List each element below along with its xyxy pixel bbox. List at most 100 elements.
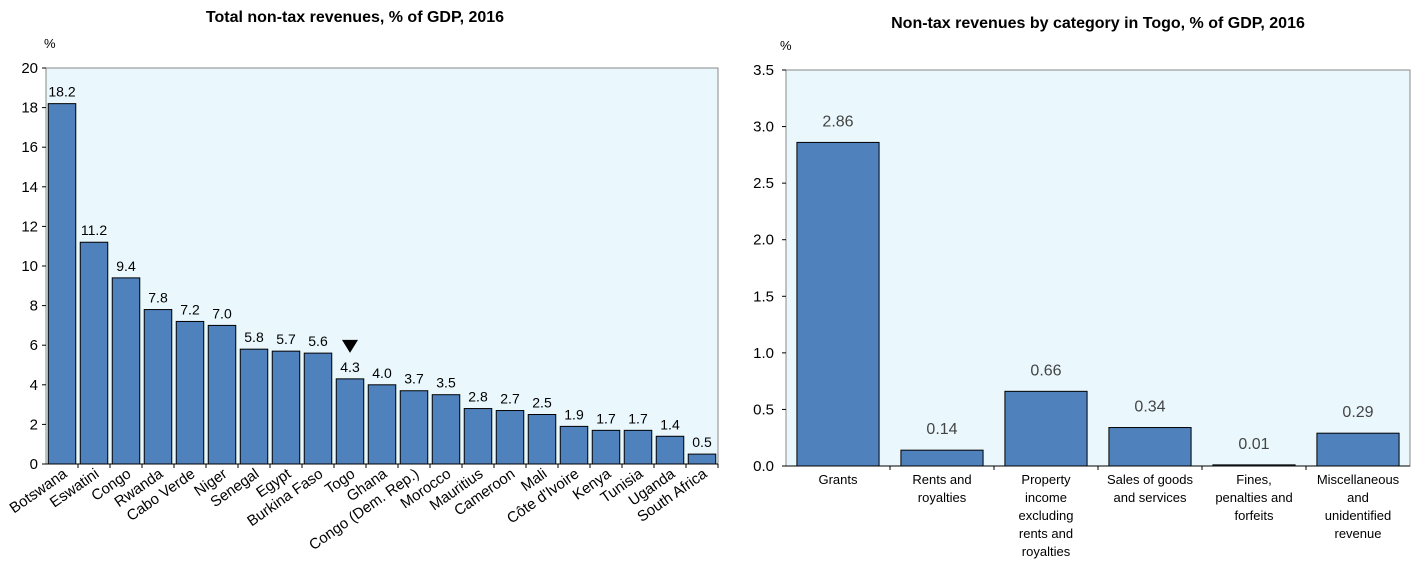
- right-y-tick-label: 0.0: [753, 458, 774, 475]
- right-bar-value-label: 2.86: [822, 113, 853, 130]
- right-x-category-label: Grants: [818, 472, 858, 487]
- left-bar-value-label: 1.4: [660, 416, 680, 432]
- right-x-category-line: royalties: [1022, 544, 1071, 559]
- left-bar-value-label: 9.4: [116, 258, 136, 274]
- left-bar: [623, 429, 653, 465]
- right-y-unit: %: [780, 38, 792, 53]
- highlight-marker-icon: [342, 339, 358, 353]
- right-y-tick-label: 0.5: [753, 401, 774, 418]
- left-bar: [463, 408, 493, 465]
- right-bar-value-label: 0.01: [1238, 436, 1269, 453]
- left-bar-value-label: 5.6: [308, 333, 328, 349]
- left-y-tick-label: 10: [21, 258, 38, 275]
- right-x-category-label: Property income excluding rents and royaltie…: [1019, 472, 1074, 559]
- right-x-category-line: Miscellaneous: [1317, 472, 1400, 487]
- right-x-category-line: income: [1025, 490, 1067, 505]
- left-bar: [47, 103, 77, 465]
- left-bar-value-label: 4.3: [340, 359, 360, 375]
- right-y-tick-label: 3.5: [753, 62, 774, 79]
- left-bar: [431, 394, 461, 465]
- right-bar-value-label: 0.14: [926, 421, 957, 438]
- left-bar: [271, 350, 301, 465]
- left-bar-value-label: 1.7: [628, 410, 648, 426]
- left-bar-value-label: 7.8: [148, 290, 168, 306]
- left-bar: [111, 277, 141, 465]
- right-x-category-line: rents and: [1019, 526, 1073, 541]
- left-bar: [207, 324, 237, 465]
- left-bar-value-label: 18.2: [48, 84, 75, 100]
- right-x-category-line: Fines,: [1236, 472, 1271, 487]
- left-bar: [303, 352, 333, 465]
- right-x-category-line: Property: [1021, 472, 1071, 487]
- left-y-tick-label: 2: [30, 416, 38, 433]
- left-bar: [239, 348, 269, 465]
- left-y-tick-label: 18: [21, 100, 38, 117]
- left-bar-value-label: 3.5: [436, 375, 456, 391]
- left-chart-title: Total non-tax revenues, % of GDP, 2016: [206, 9, 504, 26]
- left-bar-value-label: 1.9: [564, 406, 584, 422]
- left-bar-value-label: 2.7: [500, 391, 520, 407]
- left-bar-value-label: 4.0: [372, 365, 392, 381]
- right-y-tick-label: 2.5: [753, 175, 774, 192]
- right-x-category-line: and: [1347, 490, 1369, 505]
- left-bar-value-label: 2.8: [468, 389, 488, 405]
- left-bar-value-label: 5.8: [244, 329, 264, 345]
- left-bar-value-label: 5.7: [276, 331, 296, 347]
- right-bar-value-label: 0.34: [1134, 399, 1165, 416]
- right-x-category-label: Sales of goods and services: [1107, 472, 1194, 505]
- left-bar: [527, 414, 557, 465]
- left-bar-value-label: 7.2: [180, 301, 200, 317]
- left-bar: [175, 320, 205, 465]
- left-y-tick-label: 12: [21, 218, 38, 235]
- right-plot-area: [785, 69, 1411, 467]
- right-x-category-line: penalties and: [1215, 490, 1292, 505]
- right-y-tick-label: 3.0: [753, 119, 774, 136]
- right-x-category-label: Rents and royalties: [912, 472, 971, 505]
- left-bar-value-label: 11.2: [81, 222, 107, 238]
- left-chart: 0246810121416182018.2Botswana11.2Eswatin…: [7, 60, 719, 554]
- left-y-unit: %: [44, 36, 56, 51]
- left-bar: [687, 453, 717, 465]
- left-bar-value-label: 1.7: [596, 410, 616, 426]
- right-x-category-line: Grants: [818, 472, 858, 487]
- right-bar-value-label: 0.66: [1030, 362, 1061, 379]
- right-x-category-line: forfeits: [1234, 508, 1274, 523]
- right-bar: [796, 141, 880, 467]
- left-bar-value-label: 7.0: [212, 305, 232, 321]
- right-x-category-line: Sales of goods: [1107, 472, 1194, 487]
- left-bar: [143, 309, 173, 465]
- left-bar-value-label: 2.5: [532, 395, 552, 411]
- left-y-tick-label: 20: [21, 60, 38, 77]
- left-bar-value-label: 3.7: [404, 371, 424, 387]
- right-bar: [1004, 390, 1088, 467]
- right-x-category-label: Miscellaneous and unidentified revenue: [1317, 472, 1400, 541]
- right-x-category-label: Fines, penalties and forfeits: [1215, 472, 1292, 523]
- right-bar: [1316, 432, 1400, 467]
- right-y-tick-label: 1.5: [753, 288, 774, 305]
- right-x-category-line: and services: [1114, 490, 1187, 505]
- left-bar: [559, 425, 589, 465]
- right-bar: [900, 449, 984, 467]
- right-bar: [1108, 427, 1192, 467]
- left-bar: [335, 378, 365, 465]
- left-y-tick-label: 16: [21, 139, 38, 156]
- right-chart: 0.0 0.5 1.0 1.5 2.0 2.5 3.0 3.5 2.86 Grants 0.14 Re…: [753, 62, 1411, 559]
- right-x-category-line: Rents and: [912, 472, 971, 487]
- left-y-tick-label: 6: [30, 337, 38, 354]
- left-bar: [495, 410, 525, 465]
- left-bar: [367, 384, 397, 465]
- right-y-tick-label: 1.0: [753, 345, 774, 362]
- right-y-tick-label: 2.0: [753, 232, 774, 249]
- right-x-category-line: royalties: [918, 490, 967, 505]
- left-bar: [591, 429, 621, 465]
- left-y-tick-label: 4: [30, 377, 38, 394]
- right-x-category-line: unidentified: [1325, 508, 1392, 523]
- left-bar-value-label: 0.5: [692, 434, 712, 450]
- right-bar-value-label: 0.29: [1342, 404, 1373, 421]
- right-x-category-line: excluding: [1019, 508, 1074, 523]
- left-y-tick-label: 14: [21, 179, 38, 196]
- left-bar: [655, 435, 685, 465]
- left-y-tick-label: 0: [30, 456, 38, 473]
